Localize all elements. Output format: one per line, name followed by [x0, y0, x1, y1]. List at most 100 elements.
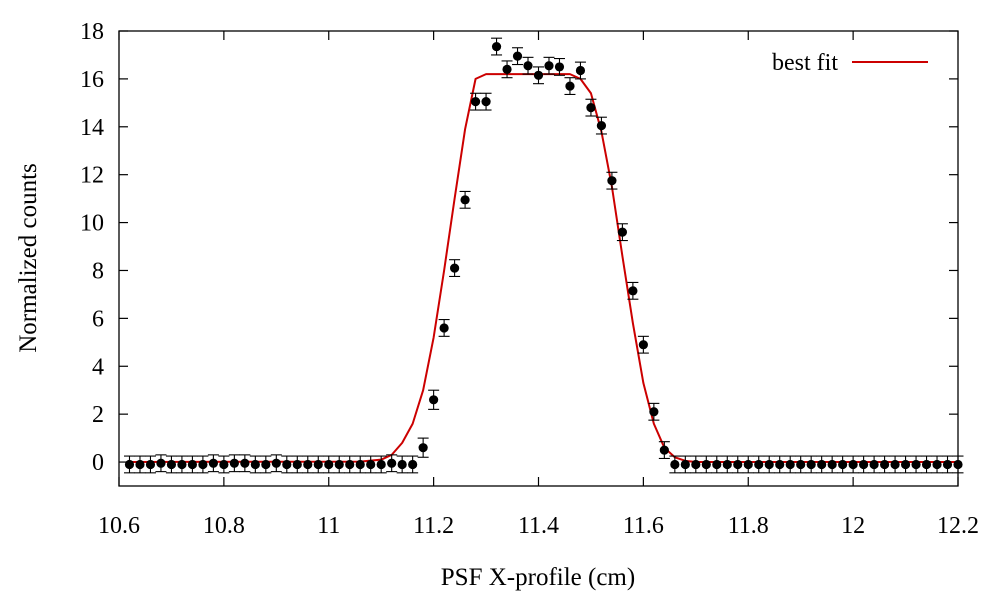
point-marker: [712, 459, 722, 470]
x-axis-label: PSF X-profile (cm): [441, 564, 635, 591]
point-marker: [586, 103, 596, 113]
point-marker: [418, 443, 428, 453]
data-point: [784, 455, 796, 474]
point-marker: [240, 458, 250, 468]
point-marker: [921, 459, 932, 470]
x-tick-label: 10.8: [203, 513, 245, 539]
point-marker: [345, 459, 355, 470]
point-marker: [722, 459, 732, 470]
data-point: [270, 454, 282, 473]
point-marker: [785, 459, 795, 470]
point-marker: [208, 458, 218, 468]
point-marker: [229, 458, 239, 468]
data-point: [847, 455, 859, 474]
data-point: [742, 455, 754, 474]
x-tick-label: 12: [841, 513, 865, 539]
y-tick-label: 10: [80, 211, 104, 237]
data-point: [648, 402, 660, 421]
data-point: [176, 455, 188, 474]
point-marker: [491, 41, 502, 52]
x-tick-label: 11: [317, 513, 340, 539]
data-point: [553, 57, 565, 76]
x-tick-label: 11.2: [413, 513, 454, 539]
x-tick-label: 11.4: [518, 513, 559, 539]
legend: best fit: [772, 50, 928, 76]
data-point: [585, 98, 597, 117]
data-point: [868, 455, 880, 474]
data-point: [249, 455, 261, 474]
point-marker: [481, 97, 491, 107]
data-point: [543, 56, 555, 75]
point-marker: [313, 459, 323, 470]
data-point: [721, 455, 733, 474]
fit-layer: [129, 73, 958, 464]
point-marker: [775, 459, 785, 470]
data-point: [952, 455, 964, 474]
x-tick-label: 12.2: [937, 513, 979, 539]
data-point: [795, 455, 807, 474]
data-point: [165, 455, 177, 474]
y-tick-label: 14: [80, 115, 104, 141]
point-marker: [848, 459, 858, 470]
data-point: [637, 335, 649, 354]
y-tick-label: 2: [92, 402, 104, 428]
data-point: [910, 455, 922, 474]
point-marker: [859, 459, 869, 470]
point-marker: [733, 459, 743, 470]
point-marker: [282, 459, 292, 470]
point-marker: [596, 120, 607, 131]
point-marker: [838, 459, 848, 470]
data-point: [658, 441, 670, 460]
data-point: [344, 455, 356, 474]
best-fit-line: [129, 73, 958, 464]
point-marker: [470, 97, 481, 107]
point-marker: [450, 263, 460, 273]
data-point: [889, 455, 901, 474]
point-marker: [701, 459, 711, 470]
point-marker: [366, 459, 376, 470]
data-point: [260, 455, 272, 474]
data-point: [711, 455, 723, 474]
data-point: [323, 455, 335, 474]
point-marker: [271, 458, 281, 468]
point-marker: [638, 340, 648, 350]
point-marker: [261, 459, 271, 470]
y-tick-label: 4: [92, 354, 104, 380]
data-point: [375, 455, 387, 474]
point-marker: [617, 227, 628, 237]
data-point: [627, 281, 639, 300]
data-point: [386, 454, 398, 473]
point-marker: [680, 459, 690, 470]
point-marker: [439, 323, 449, 333]
data-point: [449, 259, 461, 278]
point-marker: [177, 459, 187, 470]
data-point: [700, 455, 712, 474]
point-marker: [376, 459, 386, 470]
point-marker: [523, 61, 533, 71]
data-point: [606, 171, 618, 190]
data-point: [858, 455, 870, 474]
point-marker: [911, 459, 921, 470]
point-marker: [942, 459, 953, 470]
data-point: [879, 455, 891, 474]
point-marker: [806, 459, 816, 470]
data-point: [291, 455, 303, 474]
data-point: [312, 455, 324, 474]
point-marker: [145, 459, 156, 470]
point-marker: [324, 459, 334, 470]
point-marker: [953, 459, 963, 470]
data-point: [365, 455, 377, 474]
x-tick-label: 11.6: [623, 513, 664, 539]
data-point: [396, 455, 408, 474]
point-marker: [565, 81, 575, 91]
point-marker: [533, 70, 544, 80]
data-point: [354, 455, 366, 474]
point-marker: [554, 62, 565, 72]
point-marker: [198, 459, 208, 470]
point-marker: [429, 395, 439, 405]
point-marker: [607, 176, 617, 186]
data-point: [564, 77, 576, 96]
data-point: [281, 455, 293, 474]
data-point: [574, 61, 586, 80]
data-point: [207, 454, 219, 473]
